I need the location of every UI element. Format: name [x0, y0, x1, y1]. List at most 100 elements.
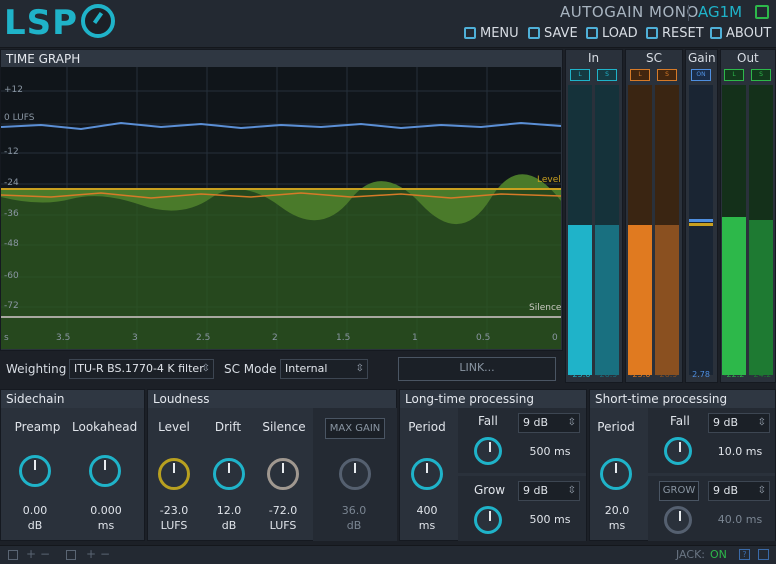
plus-icon[interactable]: +: [26, 547, 37, 561]
preamp-value: 0.00: [22, 504, 48, 517]
minus-icon[interactable]: −: [40, 547, 51, 561]
long-grow-knob[interactable]: [474, 506, 502, 534]
in-solo-button[interactable]: S: [597, 69, 617, 81]
max-gain-button[interactable]: MAX GAIN: [325, 418, 385, 439]
silence-label: Silence: [529, 303, 561, 313]
y-tick-label: -24: [4, 178, 19, 188]
out-meter-label: Out: [737, 51, 759, 65]
time-graph[interactable]: +12 0 LUFS -12 -24 -36 -48 -60 -72 Level…: [1, 67, 561, 349]
drift-value: 12.0: [216, 504, 242, 517]
short-period-knob[interactable]: [600, 458, 632, 490]
long-time-title: Long-time processing: [400, 390, 586, 408]
short-period-value: 20.0: [604, 504, 630, 517]
long-grow-db-select[interactable]: 9 dB: [518, 481, 580, 501]
window-icon[interactable]: [8, 550, 18, 560]
save-button[interactable]: SAVE: [528, 24, 578, 42]
time-graph-title: TIME GRAPH: [1, 50, 562, 68]
menu-label: MENU: [480, 25, 519, 41]
sc-value-left: -25.6: [629, 370, 651, 379]
x-tick-label: 0: [552, 333, 558, 343]
long-fall-knob[interactable]: [474, 437, 502, 465]
gain-meter-label: Gain: [688, 51, 716, 65]
long-period-knob[interactable]: [411, 458, 443, 490]
load-icon: [586, 27, 598, 39]
menu-button[interactable]: MENU: [464, 24, 519, 42]
out-meter-right: [749, 85, 773, 375]
sc-mode-select[interactable]: Internal: [280, 359, 368, 379]
save-icon: [528, 27, 540, 39]
sc-left-button[interactable]: L: [630, 69, 650, 81]
reset-label: RESET: [662, 25, 704, 41]
drift-label: Drift: [214, 420, 242, 434]
long-period-label: Period: [408, 420, 446, 434]
sc-solo-button[interactable]: S: [657, 69, 677, 81]
plugin-name: AUTOGAIN MONO: [560, 3, 699, 21]
jack-label: JACK:: [676, 548, 705, 561]
drift-knob[interactable]: [213, 458, 245, 490]
lsp-logo[interactable]: LSP: [4, 3, 79, 43]
lookahead-knob[interactable]: [89, 455, 121, 487]
text-icon[interactable]: [66, 550, 76, 560]
resize-icon[interactable]: [758, 549, 769, 560]
load-button[interactable]: LOAD: [586, 24, 638, 42]
in-meter-label: In: [588, 51, 600, 65]
short-fall-db-select[interactable]: 9 dB: [708, 413, 770, 433]
level-knob[interactable]: [158, 458, 190, 490]
preamp-unit: dB: [27, 519, 43, 532]
reset-button[interactable]: RESET: [646, 24, 704, 42]
x-tick-label: 2: [272, 333, 278, 343]
plugin-id: AG1M: [698, 3, 743, 21]
loudness-title: Loudness: [148, 390, 396, 408]
short-grow-knob[interactable]: [664, 506, 692, 534]
time-graph-svg: [1, 67, 561, 349]
lookahead-label: Lookahead: [72, 420, 138, 434]
out-left-button[interactable]: L: [724, 69, 744, 81]
short-period-label: Period: [597, 420, 635, 434]
about-icon: [710, 27, 722, 39]
long-period-unit: ms: [418, 519, 436, 532]
long-period-value: 400: [416, 504, 438, 517]
plus-icon[interactable]: +: [86, 547, 97, 561]
out-meter-left: [722, 85, 746, 375]
max-gain-unit: dB: [346, 519, 362, 532]
short-fall-label: Fall: [670, 414, 690, 428]
in-meter-left: [568, 85, 592, 375]
gain-on-button[interactable]: ON: [691, 69, 711, 81]
drift-unit: dB: [221, 519, 237, 532]
gain-meter: [689, 85, 713, 375]
out-value-right: -24.2: [750, 370, 772, 379]
long-fall-db-select[interactable]: 9 dB: [518, 413, 580, 433]
in-left-button[interactable]: L: [570, 69, 590, 81]
long-fall-time: 500 ms: [529, 445, 571, 458]
short-fall-knob[interactable]: [664, 437, 692, 465]
preamp-label: Preamp: [14, 420, 61, 434]
max-gain-knob[interactable]: [339, 458, 371, 490]
sc-value-right: -26.9: [656, 370, 678, 379]
link-button[interactable]: LINK...: [398, 357, 556, 381]
power-icon[interactable]: [755, 5, 769, 19]
weighting-label: Weighting: [6, 362, 67, 376]
silence-value: -72.0: [268, 504, 298, 517]
long-grow-time: 500 ms: [529, 513, 571, 526]
weighting-select[interactable]: ITU-R BS.1770-4 K filter: [69, 359, 214, 379]
short-period-unit: ms: [608, 519, 626, 532]
sc-mode-label: SC Mode: [224, 362, 277, 376]
silence-knob[interactable]: [267, 458, 299, 490]
preamp-knob[interactable]: [19, 455, 51, 487]
out-value-left: -22.2: [723, 370, 745, 379]
silence-unit: LUFS: [269, 519, 297, 532]
sidechain-line: [1, 192, 561, 199]
minus-icon[interactable]: −: [100, 547, 111, 561]
long-fall-label: Fall: [478, 414, 498, 428]
help-icon[interactable]: ?: [739, 549, 750, 560]
out-solo-button[interactable]: S: [751, 69, 771, 81]
short-grow-db-select[interactable]: 9 dB: [708, 481, 770, 501]
x-tick-label: 2.5: [196, 333, 211, 343]
short-fall-time: 10.0 ms: [717, 445, 763, 458]
gear-logo-icon[interactable]: [81, 4, 115, 38]
footer-bar: + − + − JACK: ON ?: [0, 545, 776, 564]
y-tick-label: -48: [4, 239, 19, 249]
short-grow-button[interactable]: GROW: [659, 481, 699, 501]
about-button[interactable]: ABOUT: [710, 24, 771, 42]
about-label: ABOUT: [726, 25, 772, 41]
